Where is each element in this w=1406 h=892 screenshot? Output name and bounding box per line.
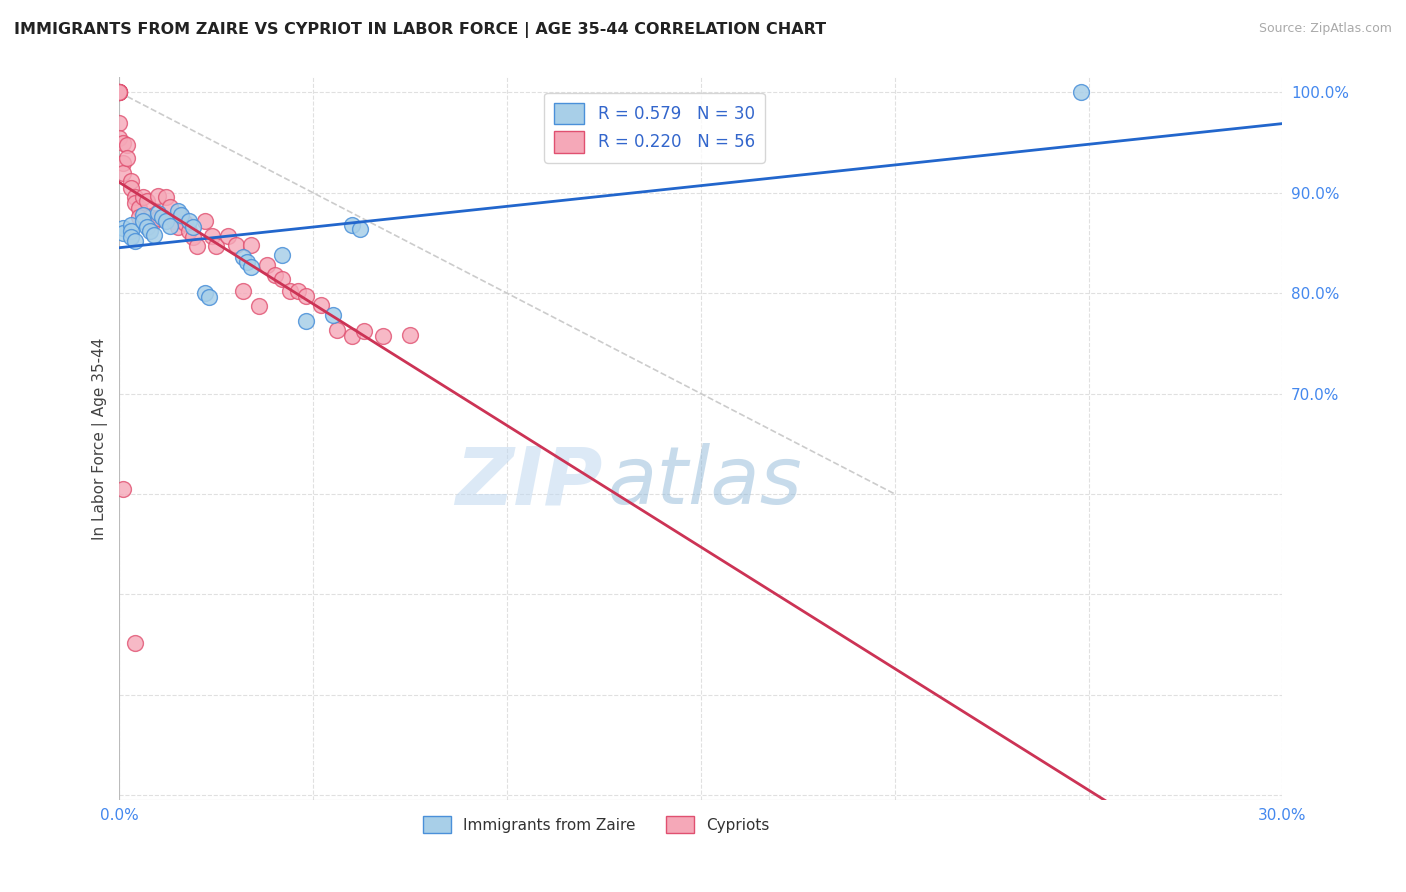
Point bbox=[181, 230, 204, 244]
Point bbox=[287, 285, 309, 299]
Point bbox=[201, 229, 224, 244]
Point bbox=[108, 86, 131, 100]
Point bbox=[108, 86, 131, 100]
Point bbox=[194, 286, 217, 301]
Text: IMMIGRANTS FROM ZAIRE VS CYPRIOT IN LABOR FORCE | AGE 35-44 CORRELATION CHART: IMMIGRANTS FROM ZAIRE VS CYPRIOT IN LABO… bbox=[14, 22, 827, 38]
Point bbox=[159, 200, 181, 214]
Point bbox=[150, 210, 173, 224]
Point bbox=[124, 190, 146, 204]
Point bbox=[166, 203, 188, 218]
Point bbox=[294, 314, 316, 328]
Point bbox=[179, 214, 201, 228]
Point bbox=[271, 272, 294, 286]
Point bbox=[108, 86, 131, 100]
Point bbox=[205, 239, 228, 253]
Point bbox=[263, 268, 285, 282]
Point bbox=[179, 224, 201, 238]
Point bbox=[115, 151, 138, 165]
Point bbox=[108, 86, 131, 100]
Point bbox=[170, 208, 193, 222]
Text: Source: ZipAtlas.com: Source: ZipAtlas.com bbox=[1258, 22, 1392, 36]
Point bbox=[120, 174, 142, 188]
Point bbox=[143, 227, 166, 242]
Point bbox=[131, 214, 153, 228]
Text: atlas: atlas bbox=[607, 443, 803, 521]
Point bbox=[148, 206, 170, 220]
Point bbox=[131, 190, 153, 204]
Point bbox=[124, 234, 146, 248]
Point bbox=[217, 229, 239, 244]
Point bbox=[181, 219, 204, 234]
Point bbox=[1070, 86, 1092, 100]
Point bbox=[108, 115, 131, 129]
Point bbox=[112, 166, 135, 180]
Point bbox=[143, 214, 166, 228]
Point bbox=[112, 221, 135, 235]
Point bbox=[353, 325, 375, 339]
Point bbox=[194, 214, 217, 228]
Point bbox=[128, 201, 150, 215]
Point bbox=[120, 230, 142, 244]
Point bbox=[240, 260, 263, 274]
Point bbox=[128, 210, 150, 224]
Point bbox=[225, 238, 247, 252]
Point bbox=[247, 299, 270, 313]
Point bbox=[155, 214, 177, 228]
Point bbox=[271, 248, 294, 262]
Point bbox=[120, 224, 142, 238]
Point bbox=[309, 298, 332, 312]
Point bbox=[236, 255, 259, 269]
Point bbox=[166, 219, 188, 234]
Point bbox=[108, 86, 131, 100]
Point bbox=[148, 189, 170, 203]
Point bbox=[186, 239, 208, 253]
Y-axis label: In Labor Force | Age 35-44: In Labor Force | Age 35-44 bbox=[93, 337, 108, 540]
Point bbox=[174, 216, 197, 230]
Point bbox=[349, 222, 371, 236]
Point bbox=[170, 209, 193, 223]
Point bbox=[155, 190, 177, 204]
Point bbox=[120, 181, 142, 195]
Point bbox=[197, 290, 219, 304]
Point bbox=[112, 226, 135, 240]
Point bbox=[108, 130, 131, 145]
Point bbox=[399, 328, 422, 343]
Legend: R = 0.579   N = 30, R = 0.220   N = 56: R = 0.579 N = 30, R = 0.220 N = 56 bbox=[544, 93, 765, 162]
Point bbox=[159, 219, 181, 233]
Point bbox=[232, 285, 254, 299]
Point bbox=[278, 285, 301, 299]
Point bbox=[340, 218, 363, 232]
Point bbox=[325, 323, 347, 337]
Point bbox=[340, 329, 363, 343]
Point bbox=[124, 195, 146, 210]
Point bbox=[139, 210, 162, 224]
Point bbox=[322, 309, 344, 323]
Point bbox=[256, 258, 278, 272]
Point bbox=[294, 289, 316, 303]
Point bbox=[108, 86, 131, 100]
Point bbox=[112, 482, 135, 496]
Point bbox=[112, 155, 135, 169]
Text: ZIP: ZIP bbox=[454, 443, 602, 521]
Point bbox=[124, 635, 146, 649]
Point bbox=[131, 208, 153, 222]
Point bbox=[112, 136, 135, 150]
Point bbox=[115, 137, 138, 152]
Point bbox=[135, 219, 157, 234]
Point bbox=[240, 238, 263, 252]
Point bbox=[139, 224, 162, 238]
Point bbox=[135, 194, 157, 208]
Point bbox=[163, 214, 186, 228]
Point bbox=[148, 211, 170, 225]
Point bbox=[232, 250, 254, 264]
Point bbox=[120, 218, 142, 232]
Point bbox=[371, 329, 394, 343]
